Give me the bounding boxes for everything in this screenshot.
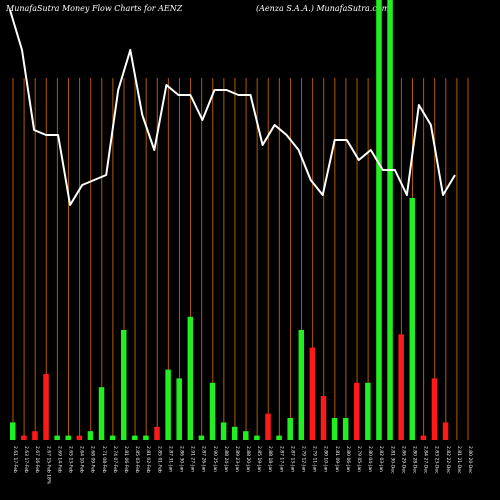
bar-up xyxy=(54,435,60,440)
bar-up xyxy=(65,435,71,440)
bar-down xyxy=(309,347,316,440)
x-tick-label: 2.79 05-Jan xyxy=(356,446,362,472)
bar-up xyxy=(287,418,293,440)
bar-up xyxy=(376,0,382,440)
bar-down xyxy=(154,426,160,440)
bar-down xyxy=(398,334,404,440)
chart-title-left: MunafaSutra Money Flow Charts for AENZ xyxy=(6,4,183,13)
x-tick-label: 2.88 20-Jan xyxy=(245,446,251,472)
x-tick-label: 2.85 19-Jan xyxy=(256,446,262,472)
x-tick-label: 2.83 23-Dec xyxy=(434,446,440,474)
x-tick-label: 2.86 30-Jan xyxy=(178,446,184,472)
x-tick-label: 2.81 21-Dec xyxy=(456,446,462,474)
x-tick-label: 2.79 12-Jan xyxy=(301,446,307,472)
bar-up xyxy=(198,435,205,440)
x-tick-label: 2.74 07-Feb xyxy=(112,446,118,473)
x-tick-label: 2.88 24-Jan xyxy=(223,446,229,472)
bar-up xyxy=(387,0,393,440)
x-tick-label: 2.69 14-Feb xyxy=(56,446,62,473)
x-tick-label: 2.82 03-Jan xyxy=(378,446,384,472)
bar-up xyxy=(109,435,116,440)
bar-up xyxy=(165,369,171,440)
bar-down xyxy=(320,396,327,440)
bar-up xyxy=(187,316,194,440)
bar-down xyxy=(32,431,38,440)
bar-up xyxy=(10,422,16,440)
bar-up xyxy=(276,435,282,440)
x-tick-label: 2.87 17-Jan xyxy=(278,446,284,472)
bar-down xyxy=(420,435,427,440)
bar-up xyxy=(298,330,305,440)
bar-up xyxy=(220,422,227,440)
bar-up xyxy=(243,431,249,440)
bar-up xyxy=(209,382,216,440)
bar-up xyxy=(143,435,149,440)
x-tick-label: 2.65 13-Feb xyxy=(67,446,73,473)
bar-up xyxy=(365,382,371,440)
x-tick-label: 2.79 11-Jan xyxy=(312,446,318,472)
x-tick-labels: 2.61 17-Feb 2.63 17-Feb 2.67 16-Feb 2.67 15… xyxy=(12,446,473,485)
bar-up xyxy=(409,198,416,440)
x-tick-label: 2.81 09-Jan xyxy=(334,446,340,472)
x-tick-label: 2.88 18-Jan xyxy=(267,446,273,472)
bar-down xyxy=(21,435,27,440)
x-tick-label: 2.68 09-Feb xyxy=(90,446,96,473)
x-tick-label: 2.81 06-Feb xyxy=(123,446,129,473)
bar-up xyxy=(342,418,349,440)
x-tick-label: 2.87 26-Jan xyxy=(201,446,207,472)
x-tick-label: 2.80 28-Dec xyxy=(412,446,418,474)
x-tick-label: 2.80 04-Jan xyxy=(367,446,373,472)
x-tick-label: 2.85 03-Feb xyxy=(134,446,140,473)
bar-up xyxy=(254,435,260,440)
x-tick-label: 2.67 16-Feb xyxy=(34,446,40,473)
x-tick-label: 2.87 31-Jan xyxy=(167,446,173,472)
x-tick-label: 2.80 20-Dec xyxy=(467,446,473,474)
x-tick-label: 2.71 08-Feb xyxy=(101,446,107,473)
x-tick-label: 2.61 17-Feb xyxy=(12,446,18,473)
money-flow-bars xyxy=(10,0,449,440)
x-tick-label: 2.82 22-Dec xyxy=(445,446,451,474)
bar-down xyxy=(76,435,83,440)
bar-up xyxy=(87,431,94,440)
x-tick-label: 2.80 06-Jan xyxy=(345,446,351,472)
x-tick-label: 2.64 10-Feb xyxy=(79,446,85,473)
bar-up xyxy=(120,330,127,440)
x-tick-label: 2.91 27-Jan xyxy=(190,446,196,472)
x-tick-label: 2.80 10-Jan xyxy=(323,446,329,472)
x-tick-label: 2.85 01-Feb xyxy=(156,446,162,473)
x-tick-label: 2.87 13-Jan xyxy=(289,446,295,472)
x-tick-label: 2.67 15-Feb 18% xyxy=(45,446,51,485)
bar-down xyxy=(43,374,49,440)
money-flow-line xyxy=(9,9,456,206)
bar-down xyxy=(431,378,438,440)
x-tick-label: 2.89 23-Jan xyxy=(234,446,240,472)
chart-title-right: (Aenza S.A.A.) MunafaSutra.com xyxy=(256,4,390,13)
x-tick-label: 2.90 25-Jan xyxy=(212,446,218,472)
bar-down xyxy=(265,413,271,440)
bar-down xyxy=(354,382,360,440)
x-tick-label: 2.86 29-Dec xyxy=(400,446,406,474)
bar-up xyxy=(331,418,338,440)
x-tick-label: 2.63 17-Feb xyxy=(23,446,29,473)
bar-up xyxy=(132,435,138,440)
x-tick-label: 2.81 30-Dec xyxy=(389,446,395,474)
x-tick-label: 2.81 02-Feb xyxy=(145,446,151,473)
bar-down xyxy=(442,422,449,440)
bar-up xyxy=(176,378,182,440)
bar-up xyxy=(231,426,238,440)
bar-up xyxy=(98,387,105,440)
x-tick-label: 2.84 27-Dec xyxy=(423,446,429,474)
